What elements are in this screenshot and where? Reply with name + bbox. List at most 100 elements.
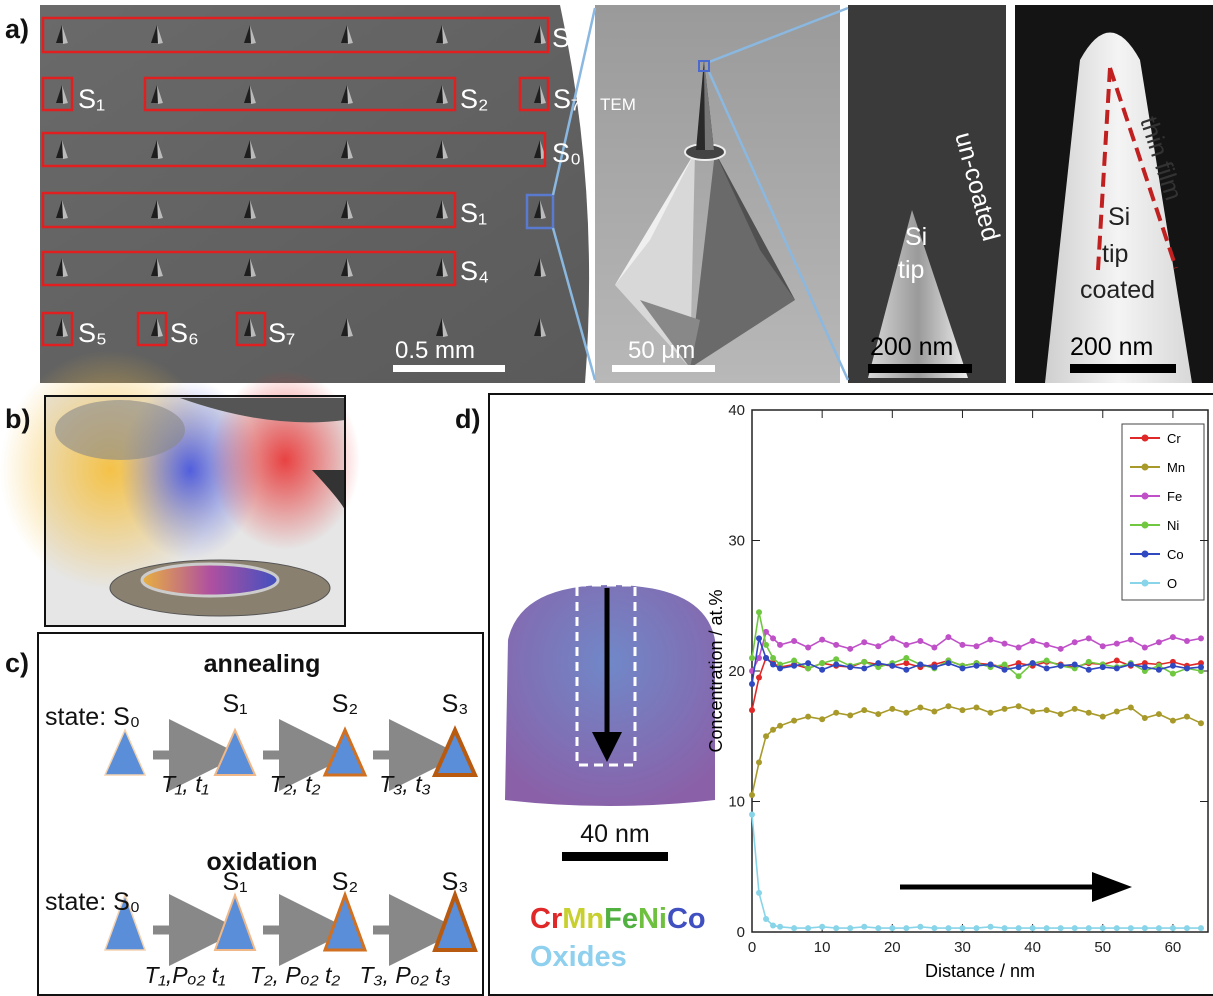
- marker: [861, 707, 868, 714]
- micro-tip-face: [157, 85, 163, 104]
- legend-label: O: [1167, 576, 1177, 591]
- marker: [833, 656, 840, 663]
- label: d): [455, 404, 480, 434]
- marker: [819, 660, 826, 667]
- marker: [917, 923, 924, 930]
- marker: [1155, 711, 1162, 718]
- marker: [749, 654, 755, 661]
- x-tick-label: 0: [748, 939, 756, 956]
- element: Cr: [530, 903, 562, 935]
- marker: [945, 925, 952, 932]
- micro-tip-face: [540, 318, 546, 337]
- marker: [973, 704, 980, 711]
- marker: [1127, 661, 1134, 668]
- legend-marker: [1141, 463, 1149, 471]
- direction-arrow-head: [1092, 872, 1132, 902]
- scale-bar-d: [562, 852, 668, 861]
- marker: [1127, 925, 1134, 932]
- triangle: [213, 727, 257, 776]
- legend-label: Mn: [1167, 460, 1185, 475]
- marker: [756, 654, 763, 661]
- label: S₄: [460, 256, 489, 286]
- marker: [861, 665, 868, 672]
- marker: [903, 666, 910, 673]
- marker: [805, 713, 812, 720]
- micro-tip-face: [442, 200, 448, 219]
- label: S₂: [332, 868, 358, 896]
- label: S₃: [442, 868, 469, 896]
- marker: [1043, 707, 1050, 714]
- marker: [749, 681, 755, 688]
- panel-d-frame: [488, 393, 1213, 996]
- marker: [917, 704, 924, 711]
- label: S₃: [442, 690, 469, 718]
- label: T₃, t₃: [379, 771, 430, 797]
- marker: [1099, 664, 1106, 671]
- label: 0.5 mm: [395, 337, 475, 364]
- zoom-lines: [551, 6, 850, 381]
- element: Co: [667, 903, 706, 935]
- marker: [1001, 640, 1008, 647]
- marker: [1043, 925, 1050, 932]
- label: T₂, Pₒ₂ t₂: [250, 962, 341, 988]
- marker: [889, 925, 896, 932]
- micro-tip-face: [157, 258, 163, 277]
- apt-tip: [505, 585, 715, 806]
- marker: [973, 662, 980, 669]
- label: S₁: [222, 868, 247, 896]
- label: T₃, Pₒ₂ t₃: [359, 962, 450, 988]
- marker: [791, 662, 798, 669]
- marker: [847, 645, 854, 652]
- label: Si: [1108, 203, 1130, 231]
- label: S₇: [268, 318, 295, 348]
- marker: [833, 641, 840, 648]
- label: state: S₀: [45, 703, 140, 731]
- triangle: [213, 892, 257, 951]
- marker: [945, 660, 952, 667]
- marker: [1183, 637, 1190, 644]
- marker: [819, 923, 826, 930]
- marker: [1057, 662, 1064, 669]
- micro-tip-face: [62, 258, 68, 277]
- micro-tip-face: [442, 140, 448, 159]
- marker: [1057, 645, 1064, 652]
- marker: [917, 661, 924, 668]
- marker: [805, 660, 812, 667]
- label: S₀: [552, 138, 581, 168]
- legend-label: Co: [1167, 547, 1184, 562]
- marker: [791, 637, 798, 644]
- marker: [756, 635, 763, 642]
- marker: [1113, 665, 1120, 672]
- legend-label: Cr: [1167, 431, 1181, 446]
- marker: [1141, 664, 1148, 671]
- panel-c-frame: [37, 632, 484, 996]
- marker: [931, 644, 938, 651]
- marker: [1183, 665, 1190, 672]
- x-tick-label: 30: [954, 939, 971, 956]
- coated-tip: [1045, 32, 1192, 383]
- label: 50 μm: [628, 337, 695, 364]
- marker: [1099, 925, 1106, 932]
- marker: [770, 661, 777, 668]
- marker: [959, 707, 966, 714]
- marker: [1071, 705, 1078, 712]
- micro-tip-face: [347, 318, 353, 337]
- y-tick-label: 20: [728, 663, 745, 680]
- marker: [749, 811, 755, 818]
- label: S₃: [552, 23, 581, 53]
- marker: [1141, 925, 1148, 932]
- label: S₆: [170, 318, 199, 348]
- marker: [819, 636, 826, 643]
- marker: [763, 733, 770, 740]
- label: Si: [905, 223, 927, 251]
- micro-tip-face: [250, 140, 256, 159]
- y-tick-label: 0: [737, 924, 745, 941]
- chamber-render: [0, 350, 360, 627]
- marker: [1085, 709, 1092, 716]
- micro-tip-face: [250, 258, 256, 277]
- marker: [1169, 717, 1176, 724]
- marker: [973, 643, 980, 650]
- marker: [770, 654, 777, 661]
- micro-tip-face: [157, 318, 163, 337]
- marker: [1113, 708, 1120, 715]
